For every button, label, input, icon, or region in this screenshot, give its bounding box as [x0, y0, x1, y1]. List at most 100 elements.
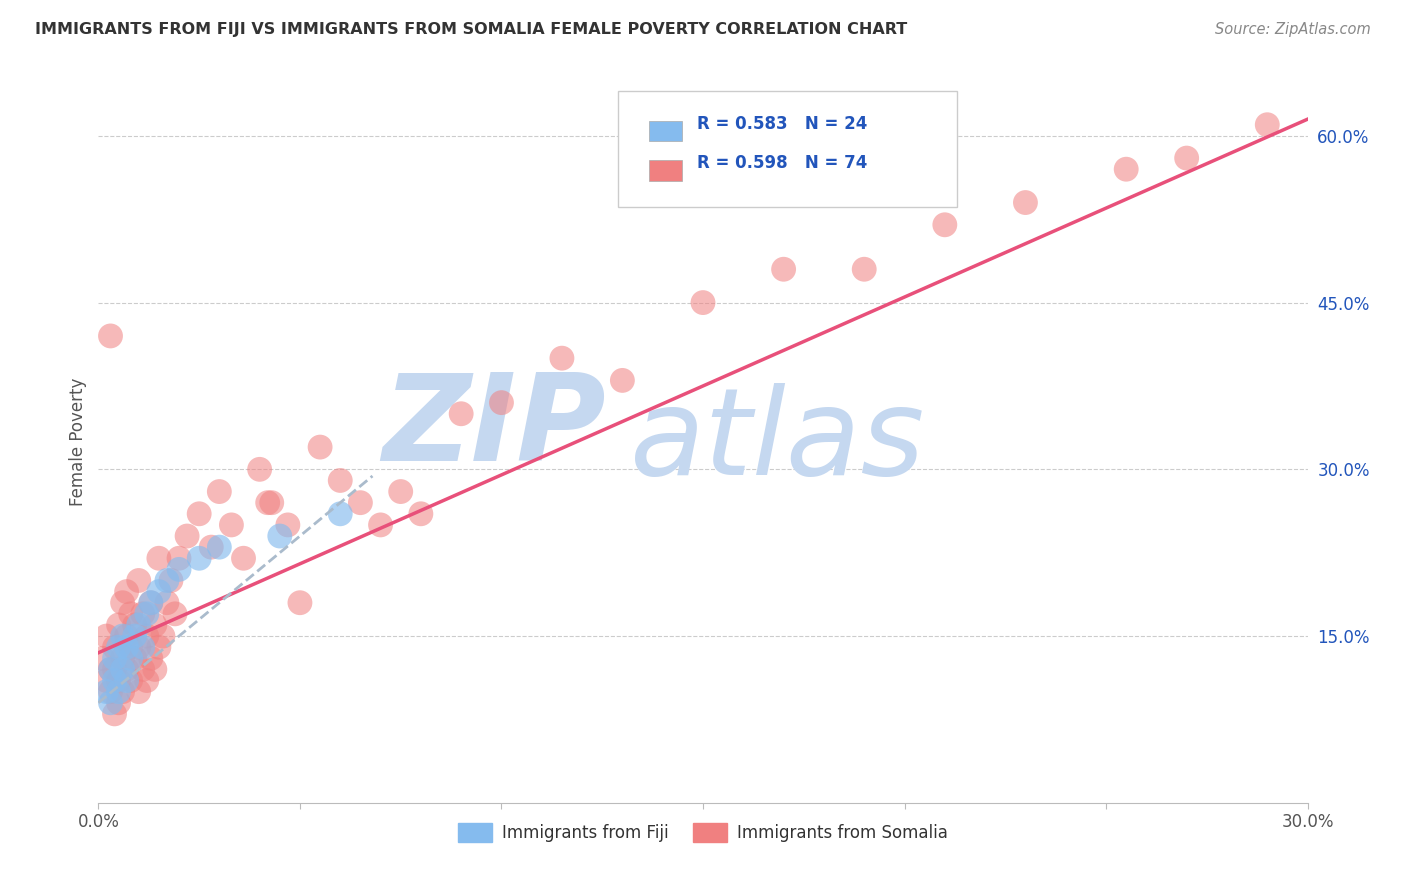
Point [491, 395, 513, 409]
Point [124, 651, 146, 665]
Point [139, 651, 162, 665]
Legend: Immigrants from Fiji, Immigrants from Somalia: Immigrants from Fiji, Immigrants from So… [451, 816, 955, 848]
Point [269, 529, 291, 543]
Point [1014, 195, 1036, 210]
Point [100, 662, 122, 676]
Text: R = 0.583   N = 24: R = 0.583 N = 24 [697, 115, 868, 133]
Point [148, 551, 170, 566]
Point [221, 517, 243, 532]
Point [91, 651, 114, 665]
Point [96, 629, 118, 643]
Point [277, 517, 299, 532]
Point [176, 529, 198, 543]
Point [107, 640, 129, 655]
Point [135, 629, 157, 643]
Point [115, 662, 138, 676]
Point [409, 507, 432, 521]
Point [692, 295, 714, 310]
Point [128, 640, 150, 655]
Point [111, 651, 134, 665]
Point [103, 706, 125, 721]
Point [103, 651, 125, 665]
Point [100, 662, 122, 676]
Point [772, 262, 794, 277]
Point [148, 640, 170, 655]
Point [139, 596, 162, 610]
Point [156, 574, 179, 588]
Point [115, 584, 138, 599]
Point [167, 562, 190, 576]
Point [139, 596, 162, 610]
Point [232, 551, 254, 566]
Point [853, 262, 876, 277]
Bar [648, 120, 682, 141]
Point [132, 640, 155, 655]
Point [124, 629, 146, 643]
Text: IMMIGRANTS FROM FIJI VS IMMIGRANTS FROM SOMALIA FEMALE POVERTY CORRELATION CHART: IMMIGRANTS FROM FIJI VS IMMIGRANTS FROM … [35, 22, 907, 37]
FancyBboxPatch shape [619, 91, 957, 207]
Point [152, 629, 174, 643]
Text: ZIP: ZIP [382, 368, 606, 485]
Point [256, 496, 278, 510]
Point [200, 540, 222, 554]
Point [309, 440, 332, 454]
Text: atlas: atlas [630, 383, 925, 500]
Point [128, 618, 150, 632]
Point [188, 507, 211, 521]
Point [260, 496, 283, 510]
Point [551, 351, 574, 366]
Point [120, 607, 142, 621]
Point [329, 474, 352, 488]
Point [103, 640, 125, 655]
Point [107, 673, 129, 688]
Point [128, 684, 150, 698]
Point [124, 618, 146, 632]
Point [100, 684, 122, 698]
Point [148, 584, 170, 599]
Point [349, 496, 371, 510]
Point [107, 618, 129, 632]
Point [249, 462, 271, 476]
Bar [648, 161, 682, 181]
Point [1175, 151, 1198, 165]
Point [107, 696, 129, 710]
Point [1256, 118, 1278, 132]
Point [135, 673, 157, 688]
Text: Source: ZipAtlas.com: Source: ZipAtlas.com [1215, 22, 1371, 37]
Point [100, 329, 122, 343]
Point [143, 662, 166, 676]
Point [370, 517, 392, 532]
Point [208, 540, 231, 554]
Point [103, 673, 125, 688]
Point [103, 662, 125, 676]
Point [612, 373, 634, 387]
Point [120, 651, 142, 665]
Point [389, 484, 412, 499]
Point [934, 218, 956, 232]
Point [288, 596, 311, 610]
Point [143, 618, 166, 632]
Point [167, 551, 190, 566]
Point [208, 484, 231, 499]
Point [111, 629, 134, 643]
Point [120, 673, 142, 688]
Point [132, 607, 155, 621]
Point [96, 684, 118, 698]
Point [163, 607, 186, 621]
Point [115, 673, 138, 688]
Point [107, 684, 129, 698]
Point [450, 407, 472, 421]
Point [111, 662, 134, 676]
Point [132, 662, 155, 676]
Point [115, 640, 138, 655]
Point [128, 574, 150, 588]
Point [111, 596, 134, 610]
Point [96, 673, 118, 688]
Point [120, 640, 142, 655]
Y-axis label: Female Poverty: Female Poverty [69, 377, 87, 506]
Point [115, 629, 138, 643]
Point [329, 507, 352, 521]
Point [188, 551, 211, 566]
Text: R = 0.598   N = 74: R = 0.598 N = 74 [697, 154, 868, 172]
Point [1115, 162, 1137, 177]
